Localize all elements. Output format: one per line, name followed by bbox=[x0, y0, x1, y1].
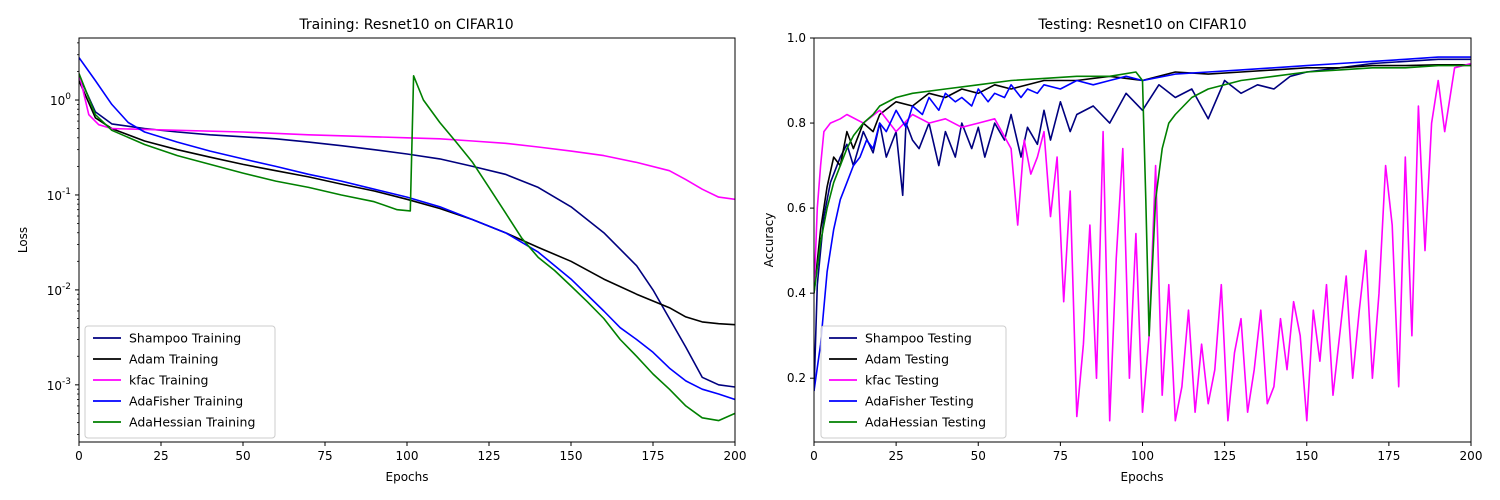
series-line-4 bbox=[79, 73, 735, 422]
y-axis-label: Accuracy bbox=[762, 213, 776, 268]
chart-title: Testing: Resnet10 on CIFAR10 bbox=[1037, 17, 1246, 33]
x-axis-label: Epochs bbox=[1121, 470, 1164, 484]
y-tick-label: 1.0 bbox=[787, 31, 806, 45]
x-tick-label: 125 bbox=[1213, 449, 1236, 463]
legend-box bbox=[820, 325, 1007, 439]
legend-entry: Adam Training bbox=[129, 352, 218, 367]
x-tick-label: 125 bbox=[478, 449, 501, 463]
chart-title: Training: Resnet10 on CIFAR10 bbox=[298, 17, 513, 33]
series-line-1 bbox=[79, 80, 735, 326]
legend-box bbox=[84, 325, 276, 439]
x-tick-label: 75 bbox=[1053, 449, 1068, 463]
series-group bbox=[814, 56, 1471, 422]
series-line-4 bbox=[814, 64, 1471, 337]
x-tick-label: 175 bbox=[642, 449, 665, 463]
x-axis-ticks: 0 25 50 75 100 125 150 175 200 bbox=[75, 442, 746, 463]
y-tick-label: 0.2 bbox=[787, 371, 806, 385]
x-tick-label: 150 bbox=[1295, 449, 1318, 463]
series-line-3 bbox=[814, 56, 1471, 392]
legend-entry: AdaHessian Training bbox=[129, 415, 255, 430]
series-group bbox=[79, 57, 735, 422]
x-tick-label: 100 bbox=[396, 449, 419, 463]
legend-entry: AdaFisher Testing bbox=[865, 394, 974, 409]
y-axis-ticks: 100 10-1 10-2 10-3 bbox=[47, 42, 79, 435]
y-tick-label: 0.6 bbox=[787, 201, 806, 215]
y-axis-ticks: 0.2 0.4 0.6 0.8 1.0 bbox=[787, 31, 814, 385]
x-tick-label: 100 bbox=[1131, 449, 1154, 463]
x-tick-label: 200 bbox=[1460, 449, 1483, 463]
x-tick-label: 50 bbox=[971, 449, 986, 463]
legend: Shampoo Training Adam Training kfac Traini… bbox=[84, 325, 276, 439]
legend-entry: kfac Training bbox=[129, 373, 208, 388]
y-tick-label: 100 bbox=[50, 92, 71, 108]
series-line-1 bbox=[814, 64, 1471, 294]
legend-entry: Shampoo Testing bbox=[865, 331, 972, 346]
x-tick-label: 0 bbox=[75, 449, 83, 463]
x-tick-label: 25 bbox=[153, 449, 168, 463]
x-tick-label: 75 bbox=[317, 449, 332, 463]
series-line-2 bbox=[79, 73, 735, 201]
y-tick-label: 0.8 bbox=[787, 116, 806, 130]
training-loss-panel: Training: Resnet10 on CIFAR10 0 25 50 75 100… bbox=[16, 17, 746, 484]
series-line-2 bbox=[814, 62, 1471, 422]
series-line-3 bbox=[79, 57, 735, 401]
legend-entry: Adam Testing bbox=[865, 352, 949, 367]
legend-entry: kfac Testing bbox=[865, 373, 939, 388]
x-tick-label: 175 bbox=[1377, 449, 1400, 463]
x-tick-label: 200 bbox=[724, 449, 747, 463]
legend-entry: AdaHessian Testing bbox=[865, 415, 986, 430]
y-tick-label: 10-1 bbox=[47, 187, 71, 203]
y-tick-label: 0.4 bbox=[787, 286, 806, 300]
testing-accuracy-panel: Testing: Resnet10 on CIFAR10 0 25 50 75 100 1… bbox=[762, 17, 1482, 484]
y-tick-label: 10-3 bbox=[47, 377, 71, 393]
x-tick-label: 0 bbox=[810, 449, 818, 463]
x-tick-label: 50 bbox=[235, 449, 250, 463]
x-axis-ticks: 0 25 50 75 100 125 150 175 200 bbox=[810, 442, 1482, 463]
x-tick-label: 150 bbox=[560, 449, 583, 463]
legend-entry: Shampoo Training bbox=[129, 331, 241, 346]
legend: Shampoo Testing Adam Testing kfac Testing A… bbox=[820, 325, 1007, 439]
legend-entry: AdaFisher Training bbox=[129, 394, 243, 409]
y-tick-label: 10-2 bbox=[47, 282, 71, 298]
series-line-0 bbox=[79, 75, 735, 388]
y-axis-label: Loss bbox=[16, 227, 30, 253]
x-tick-label: 25 bbox=[888, 449, 903, 463]
x-axis-label: Epochs bbox=[386, 470, 429, 484]
